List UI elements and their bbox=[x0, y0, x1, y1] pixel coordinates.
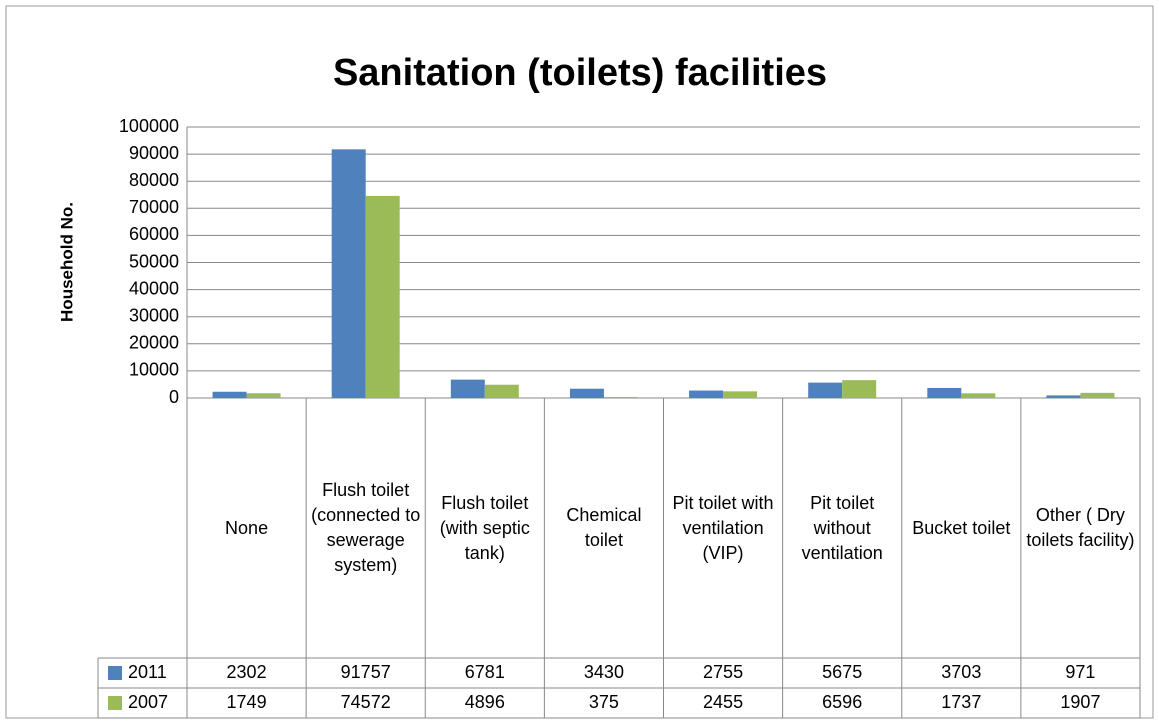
y-tick-label: 50000 bbox=[129, 251, 179, 271]
table-value: 91757 bbox=[341, 662, 391, 682]
y-tick-label: 0 bbox=[169, 387, 179, 407]
legend-swatch bbox=[108, 696, 122, 710]
bar bbox=[808, 382, 843, 398]
bar bbox=[331, 149, 366, 398]
x-category-cell: Pit toilet with ventilation (VIP) bbox=[672, 492, 774, 563]
bar bbox=[689, 390, 724, 398]
table-value: 3703 bbox=[941, 662, 981, 682]
x-category-cell: Flush toilet (with septic tank) bbox=[439, 492, 530, 563]
legend-label: 2007 bbox=[128, 692, 168, 712]
bar bbox=[569, 388, 604, 398]
x-category-cell: None bbox=[225, 517, 269, 538]
bar bbox=[1046, 395, 1081, 398]
table-value: 2302 bbox=[227, 662, 267, 682]
y-axis-label: Household No. bbox=[57, 202, 76, 322]
x-category-cell: Flush toilet (connected to sewerage syst… bbox=[311, 480, 421, 575]
bar bbox=[603, 396, 638, 398]
x-category-cell: Other ( Dry toilets facility) bbox=[1026, 505, 1135, 550]
table-value: 2755 bbox=[703, 662, 743, 682]
bar bbox=[842, 380, 877, 398]
table-value: 971 bbox=[1065, 662, 1095, 682]
chart-title: Sanitation (toilets) facilities bbox=[333, 52, 827, 94]
legend-swatch bbox=[108, 666, 122, 680]
y-tick-label: 40000 bbox=[129, 278, 179, 298]
y-tick-label: 20000 bbox=[129, 333, 179, 353]
bar bbox=[927, 387, 962, 398]
x-tick-label: Bucket toilet bbox=[912, 517, 1011, 538]
bar bbox=[450, 379, 485, 398]
table-value: 3430 bbox=[584, 662, 624, 682]
y-tick-label: 70000 bbox=[129, 197, 179, 217]
bar bbox=[1080, 392, 1115, 398]
x-tick-label: Flush toilet (with septic tank) bbox=[439, 492, 530, 563]
table-value: 5675 bbox=[822, 662, 862, 682]
bar bbox=[484, 384, 519, 398]
bar bbox=[723, 391, 758, 398]
legend-label: 2011 bbox=[128, 662, 167, 682]
table-value: 4896 bbox=[465, 692, 505, 712]
x-tick-label: Other ( Dry toilets facility) bbox=[1026, 505, 1135, 550]
y-tick-label: 30000 bbox=[129, 305, 179, 325]
y-tick-label: 60000 bbox=[129, 224, 179, 244]
chart-border bbox=[5, 5, 1154, 719]
x-category-cell: Bucket toilet bbox=[912, 517, 1011, 538]
y-tick-label: 90000 bbox=[129, 143, 179, 163]
y-tick-label: 100000 bbox=[119, 116, 179, 136]
table-value: 6596 bbox=[822, 692, 862, 712]
bar bbox=[365, 195, 400, 398]
bar bbox=[246, 393, 281, 398]
x-tick-label: Pit toilet without ventilation bbox=[801, 492, 883, 563]
y-tick-label: 10000 bbox=[129, 360, 179, 380]
bar bbox=[212, 391, 247, 398]
x-tick-label: Chemical toilet bbox=[566, 505, 642, 550]
table-value: 1907 bbox=[1060, 692, 1100, 712]
bar bbox=[961, 393, 996, 398]
x-tick-label: None bbox=[225, 517, 269, 538]
table-value: 1749 bbox=[227, 692, 267, 712]
y-tick-label: 80000 bbox=[129, 170, 179, 190]
x-category-cell: Pit toilet without ventilation bbox=[801, 492, 883, 563]
table-value: 6781 bbox=[465, 662, 505, 682]
x-tick-label: Flush toilet (connected to sewerage syst… bbox=[311, 480, 421, 575]
table-value: 2455 bbox=[703, 692, 743, 712]
x-category-cell: Chemical toilet bbox=[566, 505, 642, 550]
x-tick-label: Pit toilet with ventilation (VIP) bbox=[672, 492, 774, 563]
table-value: 74572 bbox=[341, 692, 391, 712]
table-value: 375 bbox=[589, 692, 619, 712]
table-value: 1737 bbox=[941, 692, 981, 712]
